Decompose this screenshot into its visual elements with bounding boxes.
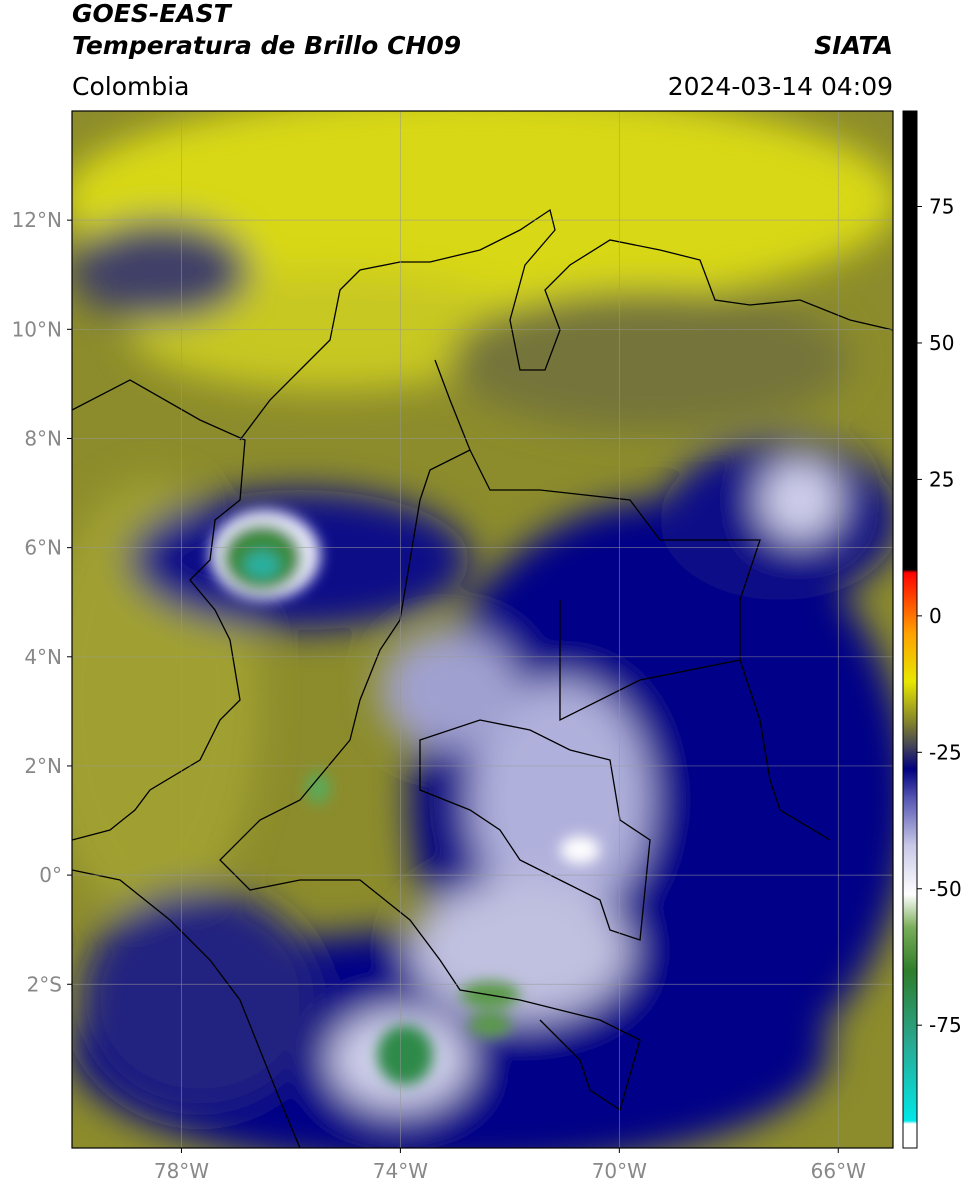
colorbar-tick-label: 0 [929, 604, 942, 628]
subtitle: Temperatura de Brillo CH09 [72, 31, 461, 60]
y-tick-label: 0° [39, 863, 62, 887]
colorbar-segment [903, 569, 917, 573]
y-tick-label: 10°N [12, 317, 62, 341]
title: GOES-EAST [72, 0, 233, 28]
colorbar-tick-label: 50 [929, 331, 954, 355]
colorbar-segment [903, 970, 917, 1043]
grid: 78°W 74°W 70°W 66°W 2°S 0° 2°N 4°N 6°N 8°N 10°N 12°… [12, 111, 893, 1183]
x-tick-label: 70°W [592, 1159, 647, 1183]
datetime: 2024-03-14 04:09 [668, 72, 893, 101]
colorbar-segment [903, 845, 917, 895]
colorbar: -75 -50 -25 0 25 50 75 [903, 111, 962, 1149]
x-tick-label: 74°W [373, 1159, 428, 1183]
colorbar-segment [903, 681, 917, 726]
colorbar-segment [903, 746, 917, 770]
y-tick-label: 6°N [24, 536, 62, 560]
colorbar-segment [903, 1120, 917, 1124]
satellite-image [72, 111, 893, 1148]
x-tick-label: 66°W [811, 1159, 866, 1183]
colorbar-segment [903, 632, 917, 682]
colorbar-segment [903, 894, 917, 928]
colorbar-segment [903, 577, 917, 633]
map-frame [71, 110, 894, 1149]
x-tick-label: 78°W [154, 1159, 209, 1183]
colorbar-segment [903, 572, 917, 579]
y-tick-label: 4°N [24, 645, 62, 669]
colorbar-segment [903, 1123, 917, 1149]
colorbar-tick-label: -50 [929, 877, 962, 901]
colorbar-segment [903, 1041, 917, 1122]
colorbar-frame [902, 110, 918, 1149]
colorbar-segment [903, 111, 917, 570]
colorbar-tick-label: 75 [929, 195, 954, 219]
y-tick-label: 2°N [24, 754, 62, 778]
colorbar-segment [903, 725, 917, 748]
colorbar-segment [903, 926, 917, 972]
y-tick-label: 12°N [12, 208, 62, 232]
colorbar-tick-label: -25 [929, 740, 962, 764]
region: Colombia [72, 72, 189, 101]
source: SIATA [814, 31, 893, 60]
colorbar-tick-label: 25 [929, 467, 954, 491]
y-tick-label: 2°S [27, 972, 62, 996]
colorbar-segment [903, 768, 917, 797]
colorbar-tick-label: -75 [929, 1013, 962, 1037]
y-tick-label: 8°N [24, 426, 62, 450]
colorbar-segment [903, 795, 917, 846]
